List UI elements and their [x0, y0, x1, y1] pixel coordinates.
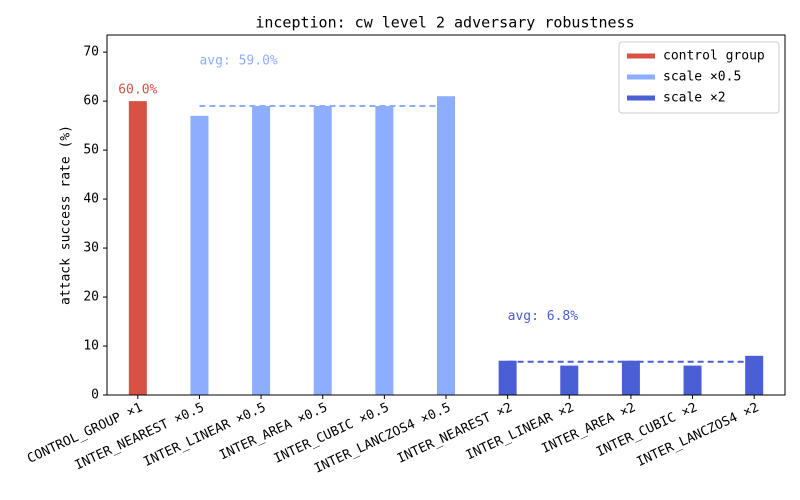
legend-label: scale ×0.5	[663, 70, 741, 85]
data-label: 60.0%	[118, 83, 157, 98]
y-tick-label: 0	[91, 388, 99, 403]
bar	[683, 365, 702, 395]
y-tick-label: 10	[83, 339, 99, 354]
y-tick-label: 30	[83, 241, 99, 256]
average-label: avg: 6.8%	[508, 309, 579, 324]
bar	[190, 115, 209, 395]
legend-label: scale ×2	[663, 91, 726, 106]
y-tick-label: 40	[83, 192, 99, 207]
bar	[375, 106, 394, 395]
chart-title: inception: cw level 2 adversary robustne…	[255, 14, 634, 32]
bar	[252, 106, 271, 395]
bar	[560, 365, 579, 395]
bar	[498, 360, 517, 395]
bar	[128, 101, 147, 396]
bar	[437, 96, 455, 395]
y-tick-label: 50	[83, 143, 99, 158]
bar	[745, 355, 764, 395]
legend-label: control group	[663, 49, 765, 64]
y-tick-label: 20	[83, 290, 99, 305]
average-label: avg: 59.0%	[199, 54, 277, 69]
y-tick-label: 70	[83, 45, 99, 60]
y-tick-label: 60	[83, 94, 99, 109]
plot-frame	[106, 34, 786, 396]
bar	[621, 360, 640, 395]
legend-box	[618, 41, 780, 114]
y-axis-label: attack success rate (%)	[59, 125, 74, 305]
bar	[313, 106, 332, 395]
